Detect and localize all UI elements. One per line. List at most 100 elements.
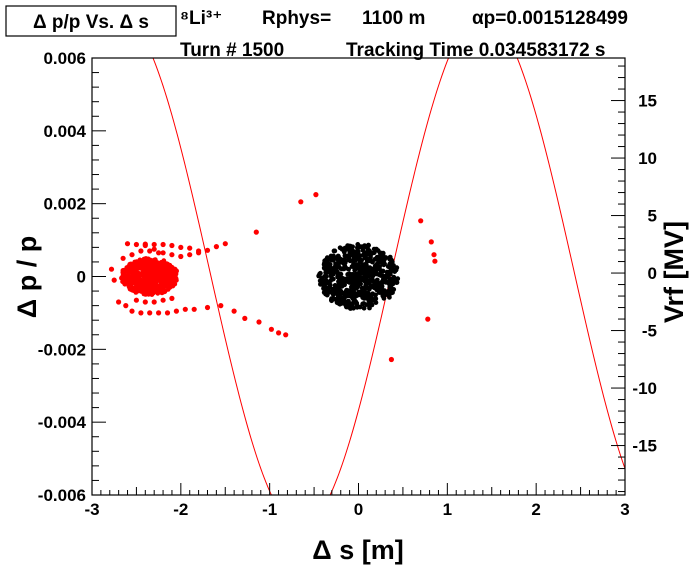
red-particle <box>135 277 141 283</box>
black-particle <box>368 268 374 274</box>
red-particle <box>173 308 179 314</box>
black-particle <box>375 248 381 254</box>
black-particle <box>355 242 361 247</box>
red-particle <box>159 283 165 288</box>
black-particle <box>331 257 336 263</box>
red-particle <box>191 306 197 312</box>
red-particle <box>165 283 170 289</box>
red-particle <box>154 274 160 279</box>
black-particle <box>342 295 347 300</box>
red-particle <box>148 273 154 279</box>
black-particle <box>346 243 352 249</box>
red-particle <box>162 288 168 294</box>
black-particle <box>374 254 380 260</box>
black-particle <box>367 285 373 291</box>
black-particle <box>341 260 346 266</box>
black-particle <box>378 272 384 278</box>
y2-tick-label: -15 <box>632 437 657 456</box>
black-particle <box>371 250 377 255</box>
black-particle <box>332 266 338 271</box>
red-particle <box>139 289 144 294</box>
x-tick-label: -1 <box>262 500 277 519</box>
red-particle <box>130 271 136 277</box>
red-particle <box>155 267 161 273</box>
black-particle <box>358 258 363 264</box>
title-box <box>5 5 177 37</box>
black-particle <box>359 285 365 291</box>
black-particle <box>351 261 356 267</box>
red-particle <box>134 270 140 276</box>
tracking-time: Tracking Time 0.034583172 s <box>346 40 606 61</box>
red-particle <box>129 287 135 293</box>
red-particle <box>120 270 126 275</box>
y-tick-label: 0 <box>77 268 86 287</box>
black-particle <box>341 266 346 271</box>
black-particle <box>332 248 338 254</box>
black-particle <box>369 302 375 308</box>
y2-tick-label: 10 <box>638 149 657 168</box>
black-particle <box>354 303 360 308</box>
black-particle <box>387 270 392 276</box>
x-tick-label: -3 <box>84 500 99 519</box>
red-particle <box>164 310 171 316</box>
rphys-label: Rphys= <box>262 8 331 29</box>
red-particle <box>151 299 157 305</box>
black-particle <box>368 254 373 260</box>
red-particle <box>169 264 175 270</box>
isotope-label: ⁸Li³⁺ <box>180 8 222 29</box>
red-particle <box>119 275 125 281</box>
black-particle <box>325 260 331 266</box>
red-particle <box>169 295 175 301</box>
black-particle <box>381 262 387 268</box>
black-particle <box>373 264 379 269</box>
black-particle <box>395 276 401 282</box>
turn-label: Turn # 1500 <box>180 40 284 61</box>
y2-tick-label: 5 <box>648 207 657 226</box>
red-particle <box>160 250 166 256</box>
red-particle <box>158 262 164 268</box>
red-particle <box>152 280 158 286</box>
red-particle <box>428 239 434 245</box>
y-tick-label: -0.004 <box>38 413 87 432</box>
rf-voltage-curve <box>152 58 625 495</box>
black-particle <box>369 272 375 278</box>
red-particle <box>169 252 175 258</box>
red-particle <box>182 306 188 312</box>
y2-tick-label: 0 <box>648 264 657 283</box>
red-particle <box>133 290 139 295</box>
red-particle <box>256 319 262 325</box>
red-particle <box>147 268 153 273</box>
axes: -3 -2 -1 0 1 2 3-0.006-0.004-0.00200.0020.0040… <box>38 49 657 519</box>
red-particle <box>166 278 172 283</box>
black-particle <box>366 278 371 283</box>
black-particle <box>378 268 384 274</box>
red-particle <box>158 270 164 276</box>
black-particle <box>347 258 353 264</box>
red-particle <box>142 299 148 305</box>
black-particle <box>370 259 375 265</box>
y2-tick-label: -5 <box>642 322 657 341</box>
red-particle <box>178 244 184 250</box>
x-tick-label: 0 <box>354 500 363 519</box>
red-particle <box>313 192 319 198</box>
black-particle <box>379 287 385 293</box>
red-particle <box>145 256 151 262</box>
red-particle <box>150 264 156 270</box>
y2-tick-label: 15 <box>638 92 657 111</box>
y-tick-label: -0.002 <box>38 340 86 359</box>
red-particle <box>283 332 289 338</box>
black-particle <box>328 274 334 279</box>
red-particle <box>431 252 437 258</box>
black-particle <box>387 254 393 260</box>
black-particle <box>334 287 340 293</box>
red-particle <box>231 308 237 314</box>
red-particle <box>120 255 126 261</box>
black-particle <box>349 294 354 300</box>
black-particle <box>394 280 399 285</box>
red-particle <box>204 247 211 253</box>
black-particle <box>346 247 352 253</box>
black-particle <box>364 258 370 264</box>
red-particle <box>178 253 184 260</box>
red-particle <box>156 250 162 256</box>
